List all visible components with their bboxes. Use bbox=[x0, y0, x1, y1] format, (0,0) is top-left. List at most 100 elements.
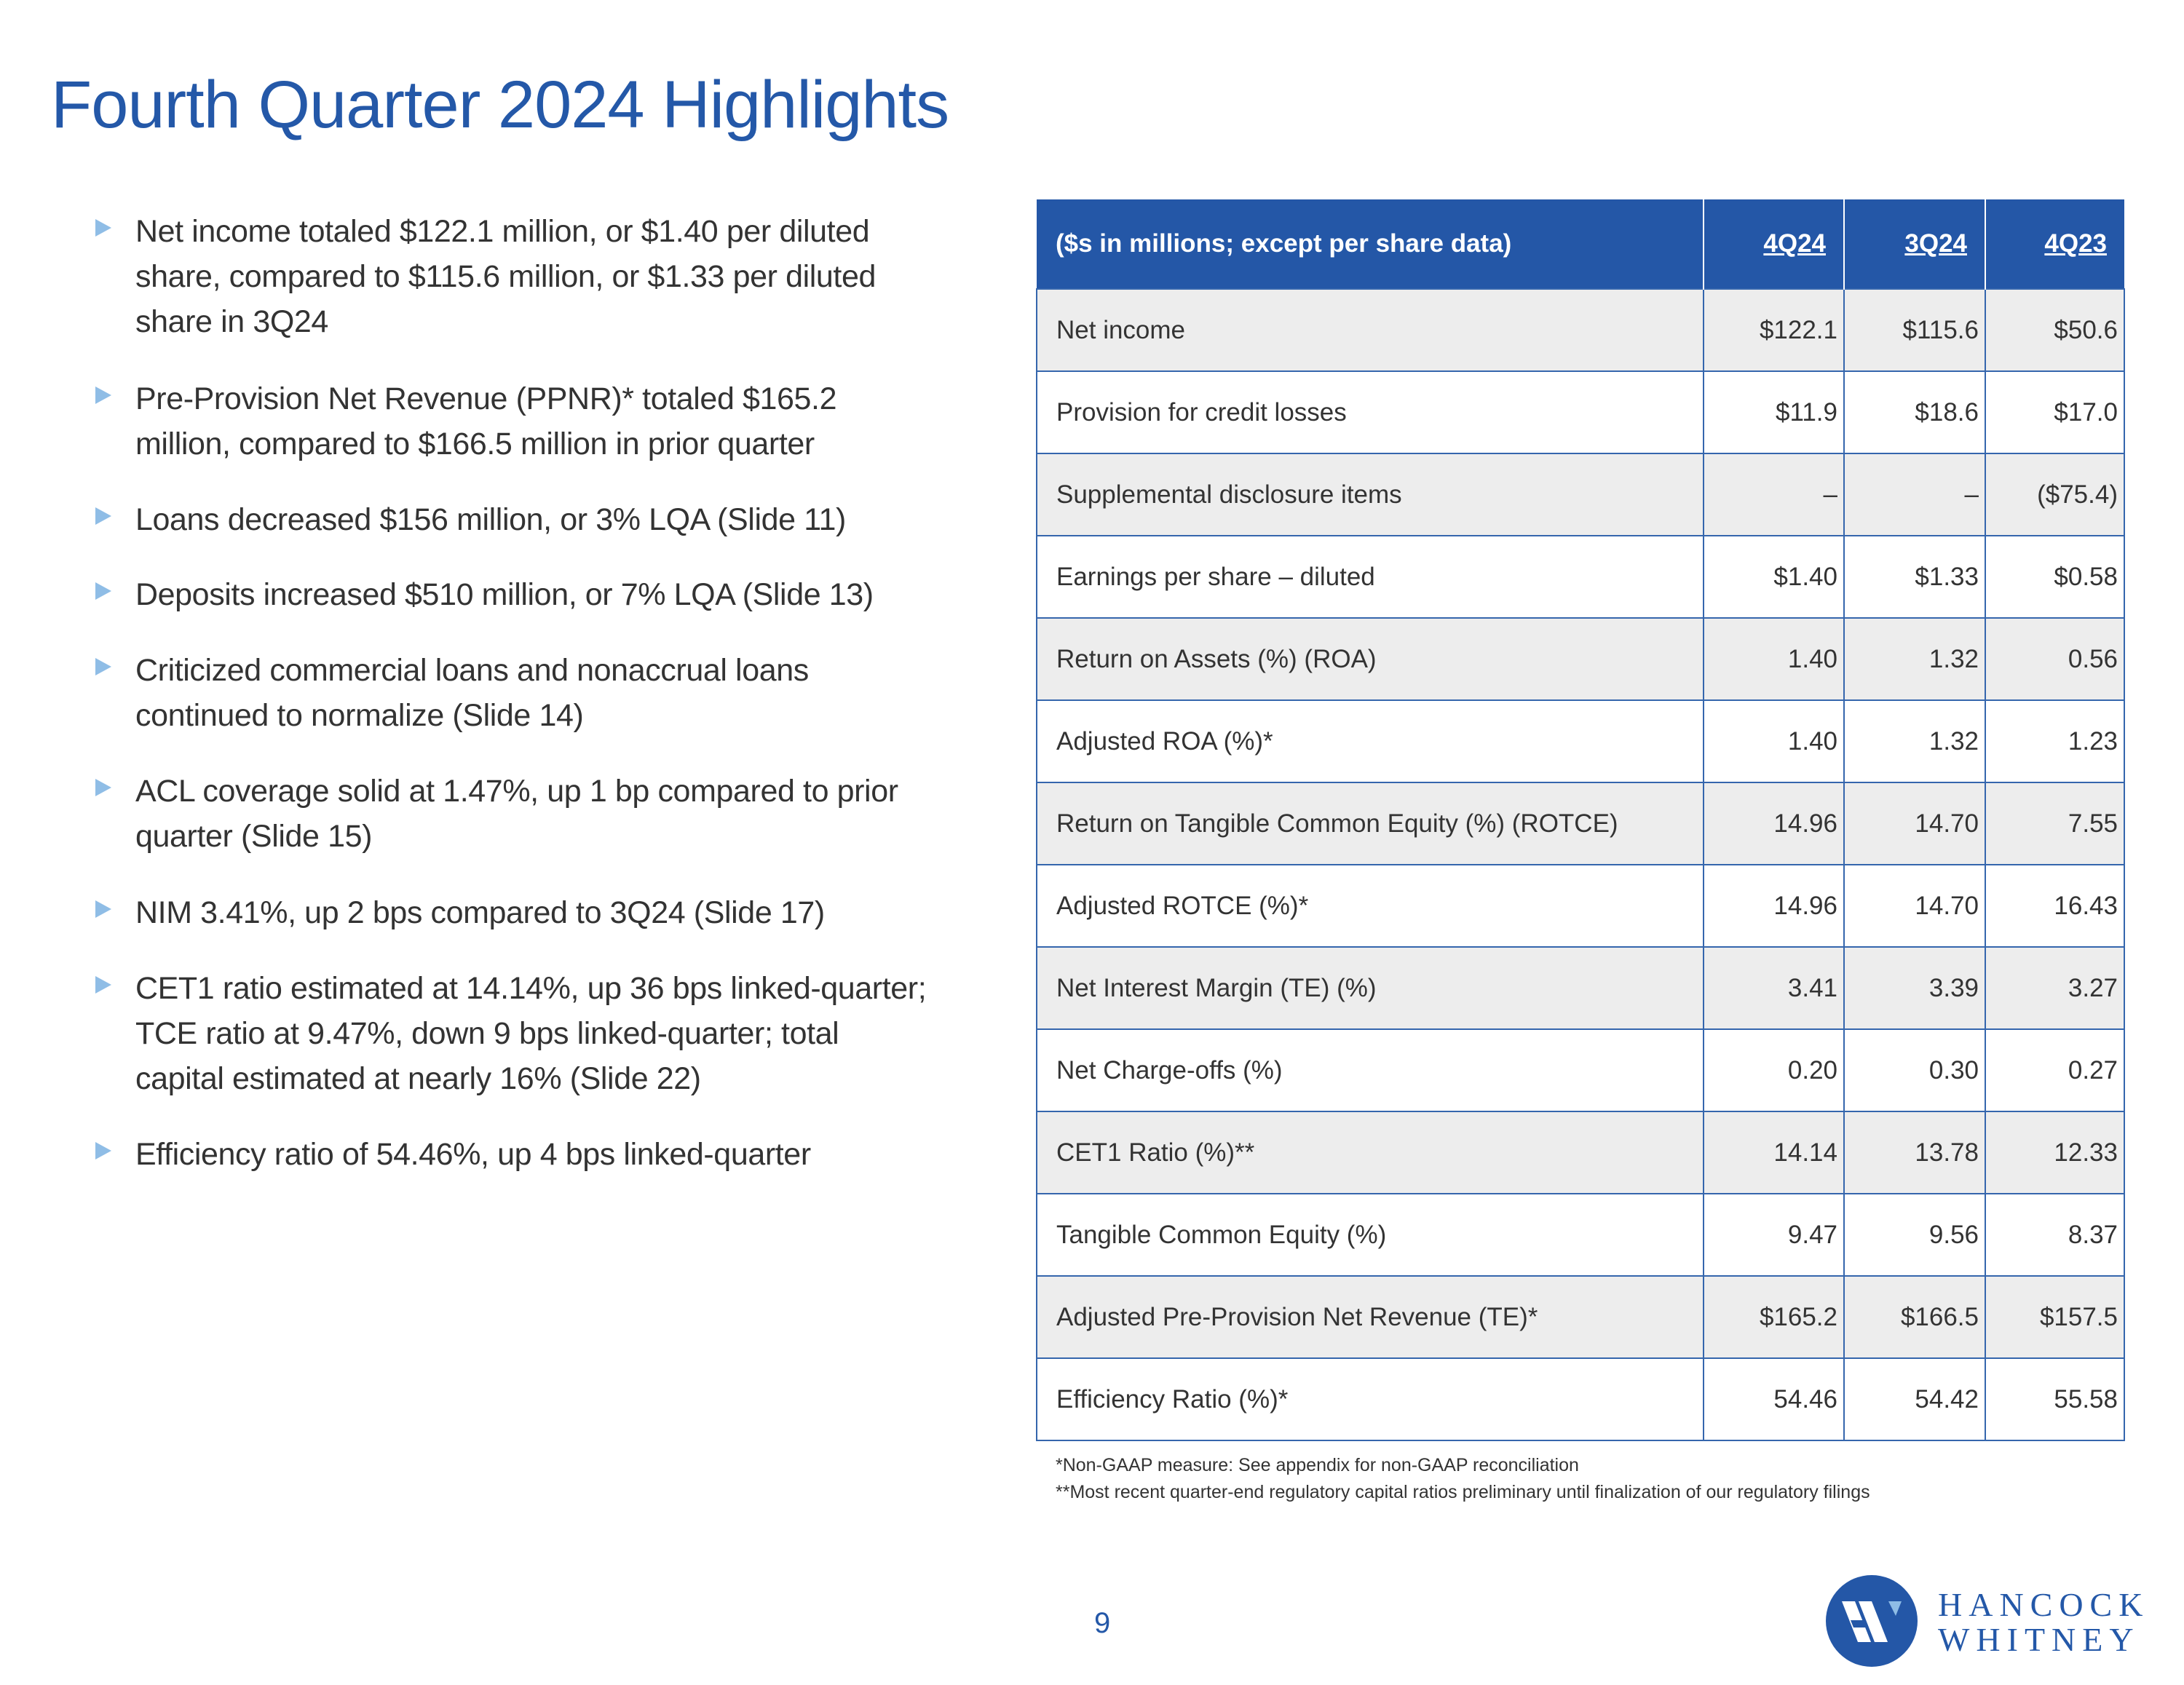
bullet-arrow-icon bbox=[95, 779, 111, 796]
row-label: Supplemental disclosure items bbox=[1036, 453, 1704, 536]
bullet-text: Efficiency ratio of 54.46%, up 4 bps lin… bbox=[135, 1132, 811, 1177]
cell-value: $1.33 bbox=[1843, 535, 1986, 619]
table-row: Net income $122.1 $115.6 $50.6 bbox=[1036, 288, 2125, 372]
row-label: Return on Assets (%) (ROA) bbox=[1036, 617, 1704, 701]
bullet-arrow-icon bbox=[95, 900, 111, 918]
bullet-line: share, compared to $115.6 million, or $1… bbox=[135, 259, 876, 294]
cell-value: $122.1 bbox=[1703, 288, 1845, 372]
bullet-arrow-icon bbox=[95, 658, 111, 675]
page-number: 9 bbox=[1094, 1607, 1111, 1639]
table-row: Net Charge-offs (%) 0.20 0.30 0.27 bbox=[1036, 1028, 2125, 1112]
bullet-line: Efficiency ratio of 54.46%, up 4 bps lin… bbox=[135, 1137, 811, 1172]
logo-text-hancock: HANCOCK bbox=[1938, 1586, 2150, 1623]
table-row: Adjusted ROTCE (%)* 14.96 14.70 16.43 bbox=[1036, 864, 2125, 948]
cell-value: – bbox=[1703, 453, 1845, 536]
bullet-text: CET1 ratio estimated at 14.14%, up 36 bp… bbox=[135, 966, 927, 1101]
cell-value: 54.46 bbox=[1703, 1357, 1845, 1441]
header-units: ($s in millions; except per share data) bbox=[1037, 199, 1704, 289]
hancock-whitney-logo-icon bbox=[1826, 1575, 1918, 1667]
bullet-text: Criticized commercial loans and nonaccru… bbox=[135, 648, 809, 738]
row-label: Adjusted ROA (%)* bbox=[1036, 699, 1704, 783]
cell-value: 13.78 bbox=[1843, 1111, 1986, 1194]
bullet-arrow-icon bbox=[95, 507, 111, 525]
row-label: Provision for credit losses bbox=[1036, 370, 1704, 454]
cell-value: 14.14 bbox=[1703, 1111, 1845, 1194]
row-label: Efficiency Ratio (%)* bbox=[1036, 1357, 1704, 1441]
cell-value: 3.27 bbox=[1985, 946, 2125, 1030]
table-header-row: ($s in millions; except per share data) … bbox=[1037, 199, 2124, 289]
cell-value: 3.41 bbox=[1703, 946, 1845, 1030]
table-row: Adjusted Pre-Provision Net Revenue (TE)*… bbox=[1036, 1275, 2125, 1359]
bullet-text: ACL coverage solid at 1.47%, up 1 bp com… bbox=[135, 769, 898, 859]
bullet-text: Pre-Provision Net Revenue (PPNR)* totale… bbox=[135, 376, 837, 467]
bullet-line: Pre-Provision Net Revenue (PPNR)* totale… bbox=[135, 381, 837, 416]
bullet-arrow-icon bbox=[95, 386, 111, 404]
bullet-text: Net income totaled $122.1 million, or $1… bbox=[135, 209, 876, 344]
bullet-line: Deposits increased $510 million, or 7% L… bbox=[135, 577, 874, 612]
bullet-arrow-icon bbox=[95, 1142, 111, 1159]
row-label: Net income bbox=[1036, 288, 1704, 372]
cell-value: 14.70 bbox=[1843, 864, 1986, 948]
bullet-line: continued to normalize (Slide 14) bbox=[135, 698, 584, 733]
cell-value: $0.58 bbox=[1985, 535, 2125, 619]
header-4q24: 4Q24 bbox=[1703, 199, 1844, 289]
cell-value: 0.56 bbox=[1985, 617, 2125, 701]
cell-value: 1.40 bbox=[1703, 699, 1845, 783]
cell-value: 1.40 bbox=[1703, 617, 1845, 701]
cell-value: 0.27 bbox=[1985, 1028, 2125, 1112]
table-row: CET1 Ratio (%)** 14.14 13.78 12.33 bbox=[1036, 1111, 2125, 1194]
table-row: Supplemental disclosure items – – ($75.4) bbox=[1036, 453, 2125, 536]
cell-value: $17.0 bbox=[1985, 370, 2125, 454]
cell-value: 1.23 bbox=[1985, 699, 2125, 783]
bullet-text: Loans decreased $156 million, or 3% LQA … bbox=[135, 497, 846, 542]
bullet-line: share in 3Q24 bbox=[135, 304, 328, 339]
page-title: Fourth Quarter 2024 Highlights bbox=[51, 68, 949, 142]
logo-text-whitney: WHITNEY bbox=[1938, 1621, 2140, 1658]
bullet-arrow-icon bbox=[95, 219, 111, 237]
table-row: Earnings per share – diluted $1.40 $1.33 $0… bbox=[1036, 535, 2125, 619]
bullet-line: NIM 3.41%, up 2 bps compared to 3Q24 (Sl… bbox=[135, 895, 825, 930]
cell-value: 54.42 bbox=[1843, 1357, 1986, 1441]
cell-value: 9.56 bbox=[1843, 1193, 1986, 1277]
cell-value: $157.5 bbox=[1985, 1275, 2125, 1359]
table-row: Adjusted ROA (%)* 1.40 1.32 1.23 bbox=[1036, 699, 2125, 783]
footnote-non-gaap: *Non-GAAP measure: See appendix for non-… bbox=[1056, 1455, 1579, 1475]
cell-value: 1.32 bbox=[1843, 617, 1986, 701]
table-row: Tangible Common Equity (%) 9.47 9.56 8.37 bbox=[1036, 1193, 2125, 1277]
row-label: CET1 Ratio (%)** bbox=[1036, 1111, 1704, 1194]
bullet-line: quarter (Slide 15) bbox=[135, 819, 373, 854]
cell-value: 3.39 bbox=[1843, 946, 1986, 1030]
cell-value: 8.37 bbox=[1985, 1193, 2125, 1277]
bullet-line: million, compared to $166.5 million in p… bbox=[135, 427, 815, 461]
table-row: Provision for credit losses $11.9 $18.6 $17… bbox=[1036, 370, 2125, 454]
bullet-arrow-icon bbox=[95, 976, 111, 994]
cell-value: – bbox=[1843, 453, 1986, 536]
row-label: Net Interest Margin (TE) (%) bbox=[1036, 946, 1704, 1030]
cell-value: 16.43 bbox=[1985, 864, 2125, 948]
table-row: Return on Tangible Common Equity (%) (RO… bbox=[1036, 782, 2125, 865]
bullet-line: ACL coverage solid at 1.47%, up 1 bp com… bbox=[135, 774, 898, 809]
cell-value: $18.6 bbox=[1843, 370, 1986, 454]
bullet-line: Loans decreased $156 million, or 3% LQA … bbox=[135, 502, 846, 537]
header-3q24: 3Q24 bbox=[1843, 199, 1985, 289]
row-label: Adjusted ROTCE (%)* bbox=[1036, 864, 1704, 948]
cell-value: $166.5 bbox=[1843, 1275, 1986, 1359]
bullet-line: Net income totaled $122.1 million, or $1… bbox=[135, 214, 870, 249]
highlights-table: ($s in millions; except per share data) … bbox=[1036, 199, 2125, 1441]
cell-value: ($75.4) bbox=[1985, 453, 2125, 536]
row-label: Return on Tangible Common Equity (%) (RO… bbox=[1036, 782, 1704, 865]
table-row: Net Interest Margin (TE) (%) 3.41 3.39 3.27 bbox=[1036, 946, 2125, 1030]
cell-value: $1.40 bbox=[1703, 535, 1845, 619]
cell-value: 14.96 bbox=[1703, 782, 1845, 865]
cell-value: $50.6 bbox=[1985, 288, 2125, 372]
cell-value: $115.6 bbox=[1843, 288, 1986, 372]
cell-value: 0.30 bbox=[1843, 1028, 1986, 1112]
bullet-text: NIM 3.41%, up 2 bps compared to 3Q24 (Sl… bbox=[135, 890, 825, 935]
row-label: Adjusted Pre-Provision Net Revenue (TE)* bbox=[1036, 1275, 1704, 1359]
bullet-arrow-icon bbox=[95, 582, 111, 600]
cell-value: 0.20 bbox=[1703, 1028, 1845, 1112]
cell-value: $11.9 bbox=[1703, 370, 1845, 454]
cell-value: 1.32 bbox=[1843, 699, 1986, 783]
row-label: Net Charge-offs (%) bbox=[1036, 1028, 1704, 1112]
bullet-line: Criticized commercial loans and nonaccru… bbox=[135, 653, 809, 688]
